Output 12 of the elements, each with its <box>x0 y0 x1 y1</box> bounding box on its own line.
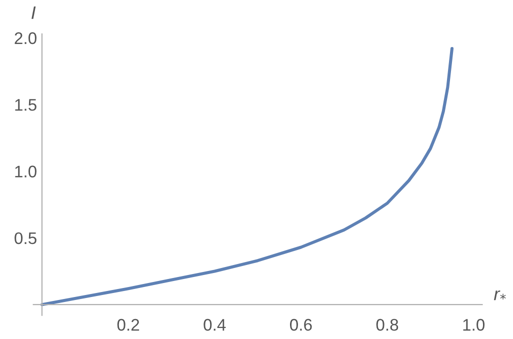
y-tick-label: 2.0 <box>14 32 36 44</box>
y-tick-label: 1.0 <box>15 166 36 178</box>
y-tick-label: 0.5 <box>14 232 36 244</box>
x-tick-label: 0.8 <box>376 318 398 331</box>
x-tick-label: 0.2 <box>117 318 140 331</box>
y-axis-title: I <box>32 6 36 19</box>
y-tick-label: 1.5 <box>15 99 36 111</box>
x-tick-label: 1.0 <box>463 318 485 331</box>
x-tick-label: 0.4 <box>204 318 226 331</box>
x-axis-title: r$_{*}$ <box>494 290 506 300</box>
x-tick-label: 0.6 <box>290 318 312 331</box>
line-series <box>40 47 454 306</box>
